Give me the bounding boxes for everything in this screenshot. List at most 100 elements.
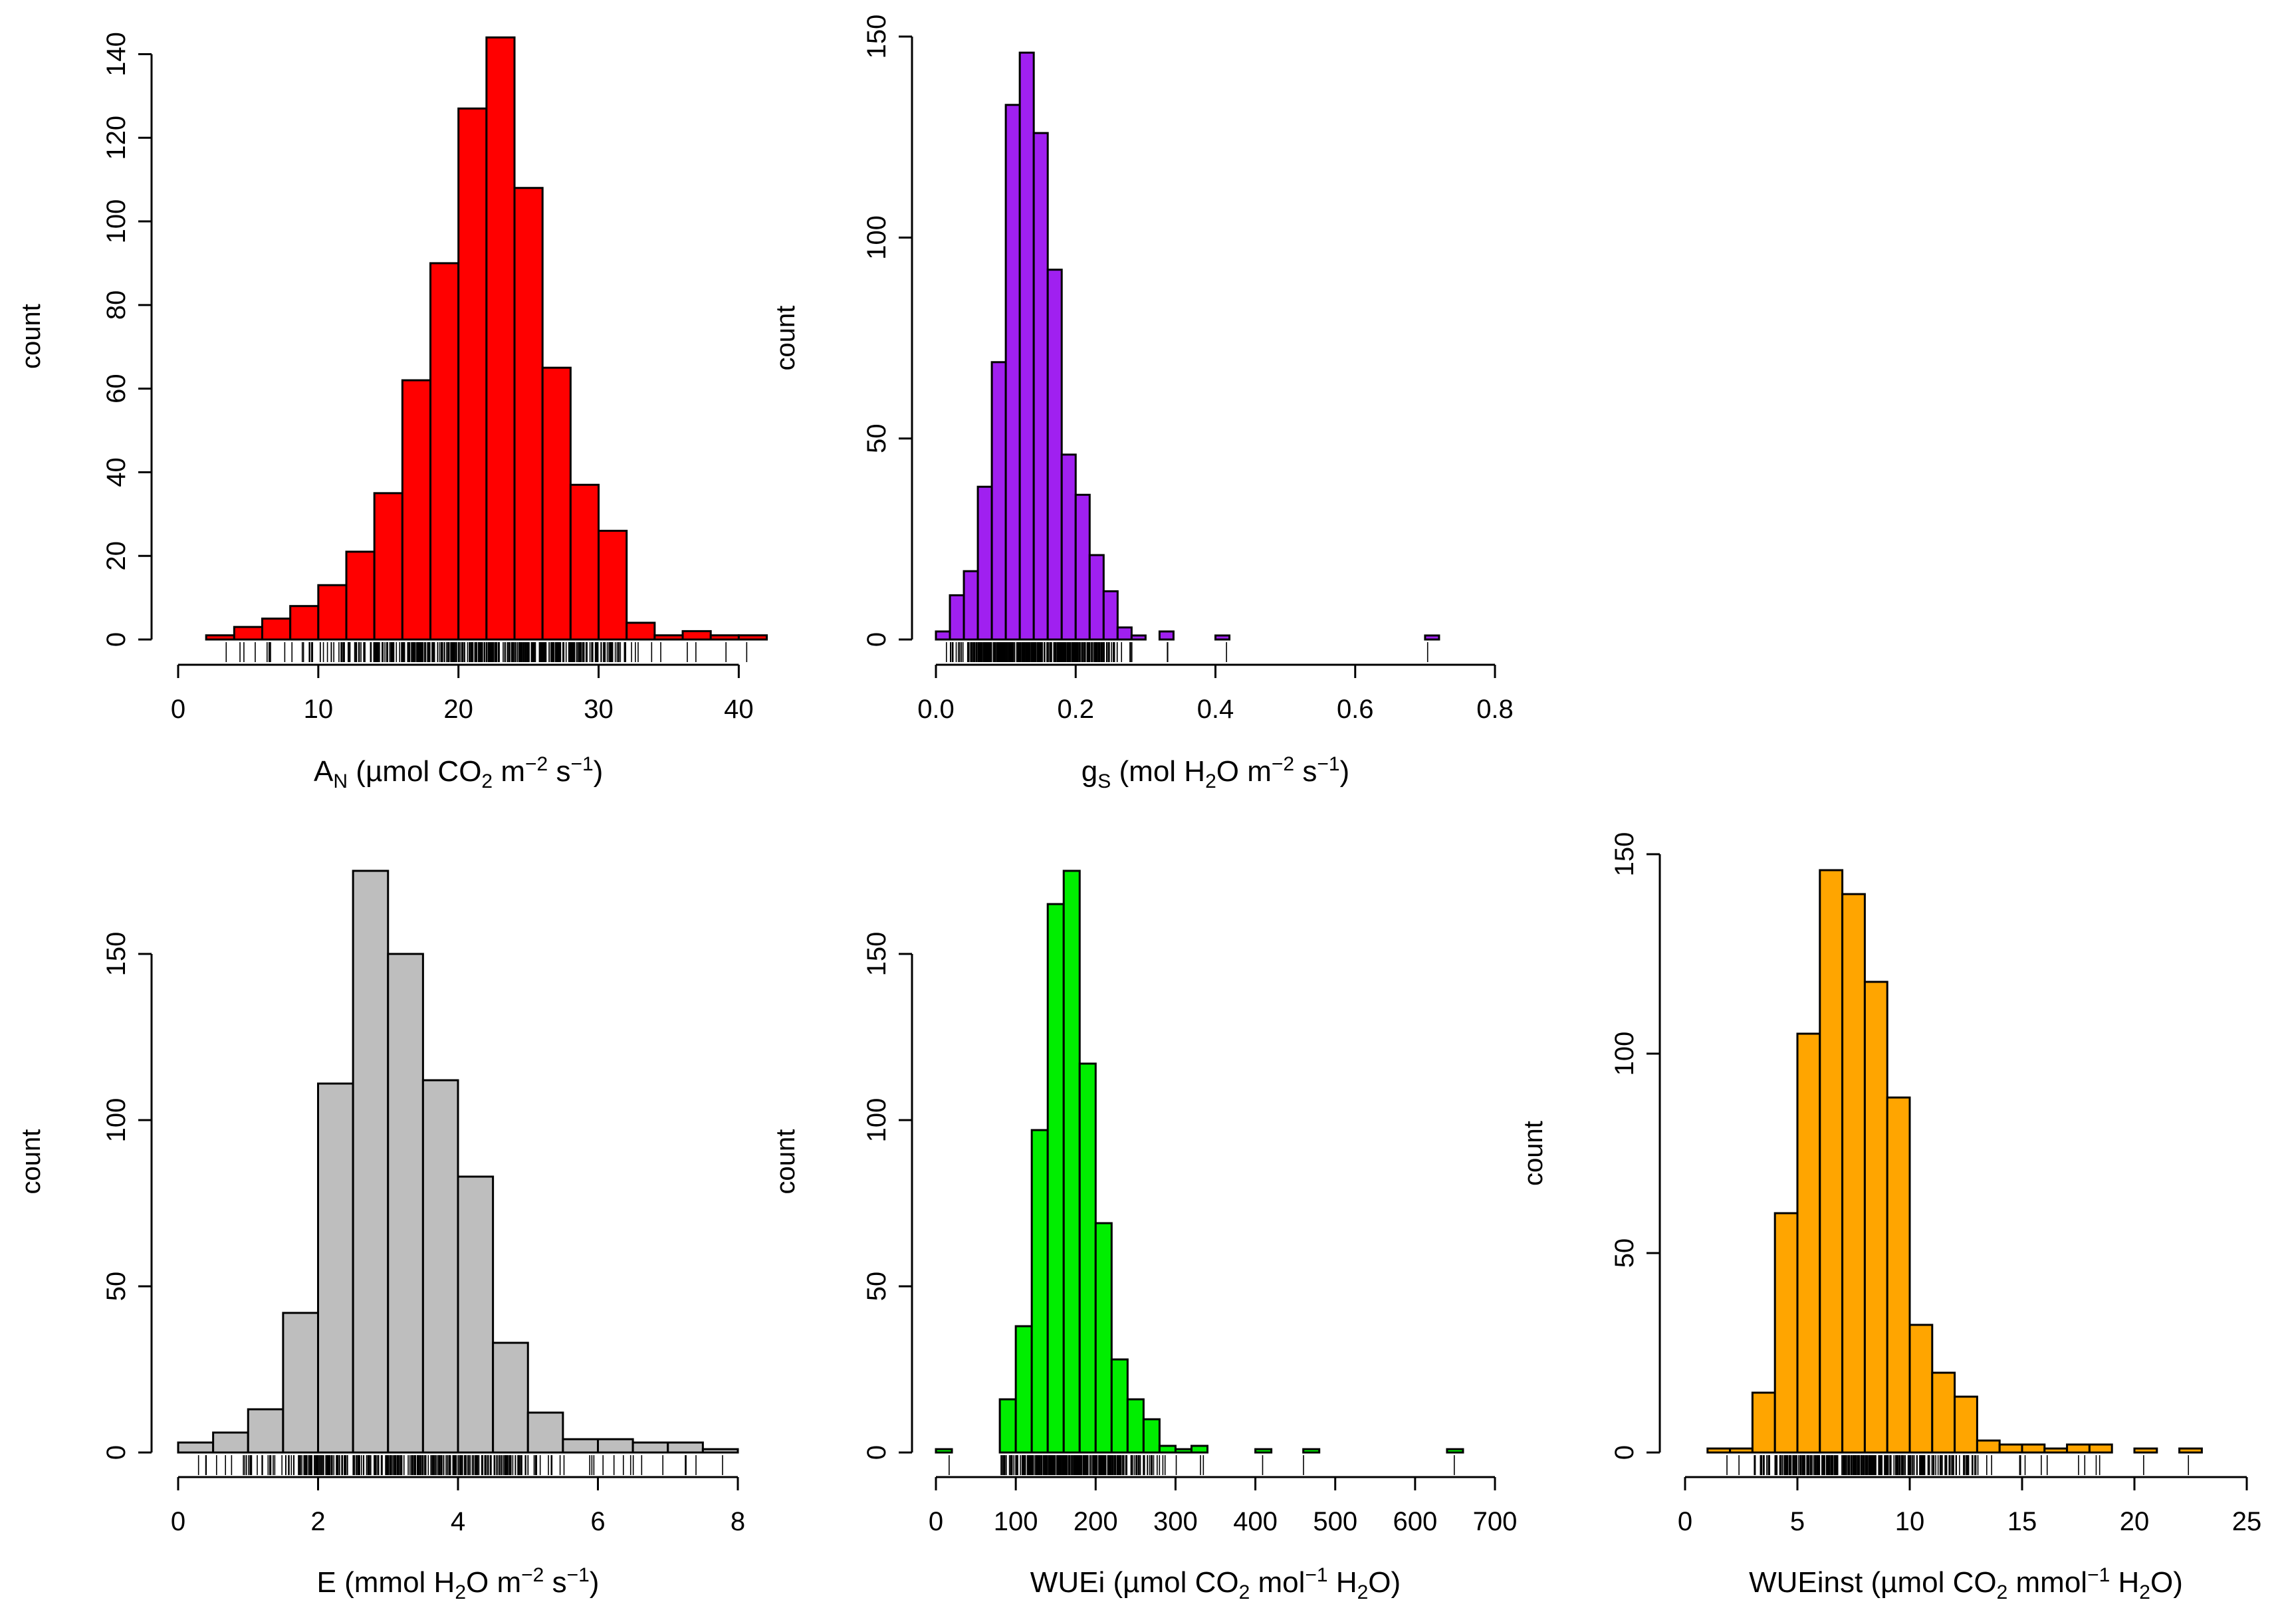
x-axis-label-gs: gS (mol H2O m−2 s−1) <box>1082 753 1349 792</box>
bar-wuei-6 <box>1030 1129 1049 1454</box>
bar-gs-0 <box>935 630 951 641</box>
x-tick-label-wuei: 400 <box>1233 1507 1278 1536</box>
bar-gs-6 <box>1018 51 1035 641</box>
bar-e-6 <box>387 953 424 1454</box>
x-axis-label-an: AN (µmol CO2 m−2 s−1) <box>314 753 603 792</box>
bar-an-0 <box>205 634 235 641</box>
bar-wuei-15 <box>1174 1448 1193 1454</box>
x-tick-label-wueinst: 25 <box>2232 1507 2262 1536</box>
bar-wuei-12 <box>1126 1398 1145 1454</box>
bar-e-10 <box>526 1411 564 1454</box>
bar-wueinst-11 <box>1954 1395 1978 1454</box>
bar-gs-9 <box>1060 453 1077 641</box>
bar-an-17 <box>681 630 712 641</box>
x-tick-label-wuei: 700 <box>1473 1507 1518 1536</box>
x-axis-label-wuei: WUEi (µmol CO2 mol−1 H2O) <box>1030 1564 1401 1603</box>
bar-an-16 <box>653 634 684 641</box>
y-tick-label-gs: 100 <box>862 215 891 260</box>
y-tick-label-e: 150 <box>102 932 131 977</box>
x-axis-label-wueinst: WUEinst (µmol CO2 mmol−1 H2O) <box>1749 1564 2183 1603</box>
x-tick-label-e: 4 <box>451 1507 465 1536</box>
x-tick-label-wuei: 0 <box>929 1507 943 1536</box>
y-axis-label-gs: count <box>771 306 800 371</box>
y-tick-label-wuei: 50 <box>862 1272 891 1302</box>
bar-e-1 <box>212 1431 249 1454</box>
bar-gs-2 <box>963 570 979 641</box>
x-tick-label-gs: 0.6 <box>1337 695 1374 724</box>
bar-wueinst-5 <box>1819 869 1844 1454</box>
x-tick-label-an: 20 <box>443 695 473 724</box>
bar-gs-10 <box>1074 493 1091 641</box>
bar-gs-14 <box>1130 634 1147 641</box>
bar-an-3 <box>289 605 320 641</box>
bar-wueinst-1 <box>1729 1447 1754 1454</box>
y-tick-label-an: 0 <box>102 632 131 647</box>
bar-an-9 <box>457 107 488 641</box>
y-tick-label-an: 140 <box>102 32 131 76</box>
bar-wueinst-9 <box>1908 1324 1934 1454</box>
bar-e-9 <box>492 1341 529 1454</box>
panel-gs-histogram: 0 50 100 150 0.0 0.2 0.4 0.6 0.8 count gS (mol H2O… <box>771 15 1514 792</box>
y-tick-label-wueinst: 100 <box>1610 1032 1639 1076</box>
bar-an-14 <box>598 529 628 641</box>
bar-wuei-8 <box>1062 870 1081 1454</box>
bar-wuei-11 <box>1110 1358 1129 1454</box>
x-tick-label-an: 30 <box>584 695 614 724</box>
y-tick-label-an: 60 <box>102 374 131 404</box>
y-tick-label-wueinst: 150 <box>1610 832 1639 877</box>
x-tick-label-wueinst: 5 <box>1790 1507 1805 1536</box>
bar-wueinst-0 <box>1706 1447 1732 1454</box>
x-tick-label-wueinst: 20 <box>2120 1507 2150 1536</box>
x-tick-label-wuei: 200 <box>1074 1507 1118 1536</box>
bar-gs-16 <box>1158 630 1175 641</box>
x-tick-label-an: 10 <box>304 695 334 724</box>
bar-an-12 <box>541 366 572 641</box>
bar-wuei-13 <box>1142 1418 1161 1454</box>
y-tick-label-an: 40 <box>102 457 131 487</box>
y-tick-label-wueinst: 0 <box>1610 1445 1639 1460</box>
x-tick-label-e: 2 <box>310 1507 325 1536</box>
panel-e-histogram: 0 50 100 150 0 2 4 6 8 count E (mmol H2O m−2 s−1) <box>17 870 745 1603</box>
bar-an-1 <box>233 626 264 641</box>
x-axis-label-e: E (mmol H2O m−2 s−1) <box>317 1564 600 1603</box>
bar-wueinst-19 <box>2133 1447 2158 1454</box>
panel-an-histogram: 0 20 40 60 80 100 120 140 0 10 20 30 40 count AN (µmol… <box>17 32 768 792</box>
y-axis-label-wueinst: count <box>1519 1121 1548 1186</box>
bar-wueinst-2 <box>1751 1391 1776 1454</box>
x-tick-label-wuei: 100 <box>994 1507 1038 1536</box>
bar-wuei-14 <box>1158 1445 1177 1454</box>
bar-e-11 <box>562 1438 599 1454</box>
x-tick-label-gs: 0.2 <box>1057 695 1094 724</box>
y-axis-label-an: count <box>17 304 46 369</box>
x-tick-label-e: 0 <box>171 1507 185 1536</box>
bar-wuei-10 <box>1094 1222 1113 1454</box>
bar-gs-8 <box>1046 269 1063 641</box>
bar-wueinst-21 <box>2178 1447 2203 1454</box>
bar-an-4 <box>317 584 348 641</box>
x-tick-label-wueinst: 10 <box>1895 1507 1925 1536</box>
bar-wuei-20 <box>1254 1448 1273 1454</box>
y-tick-label-wuei: 0 <box>862 1445 891 1460</box>
rug-wuei <box>949 1455 1455 1475</box>
bar-gs-20 <box>1214 634 1231 641</box>
bar-wuei-9 <box>1078 1062 1097 1454</box>
bar-an-2 <box>261 618 292 641</box>
bar-wuei-0 <box>935 1448 953 1454</box>
x-tick-label-wuei: 300 <box>1153 1507 1198 1536</box>
x-tick-label-wuei: 500 <box>1313 1507 1357 1536</box>
x-tick-label-e: 8 <box>731 1507 745 1536</box>
bar-wueinst-10 <box>1931 1371 1956 1454</box>
bar-e-12 <box>597 1438 634 1454</box>
y-tick-label-e: 0 <box>102 1445 131 1460</box>
y-tick-label-wuei: 150 <box>862 932 891 977</box>
bar-gs-1 <box>949 594 965 641</box>
y-tick-label-wueinst: 50 <box>1610 1238 1639 1268</box>
bar-an-10 <box>485 36 516 641</box>
y-tick-label-an: 20 <box>102 541 131 571</box>
x-tick-label-wuei: 600 <box>1393 1507 1437 1536</box>
bar-an-13 <box>569 483 600 641</box>
bar-wuei-16 <box>1190 1445 1208 1454</box>
bar-wueinst-12 <box>1976 1439 2001 1454</box>
bar-e-15 <box>701 1448 739 1454</box>
